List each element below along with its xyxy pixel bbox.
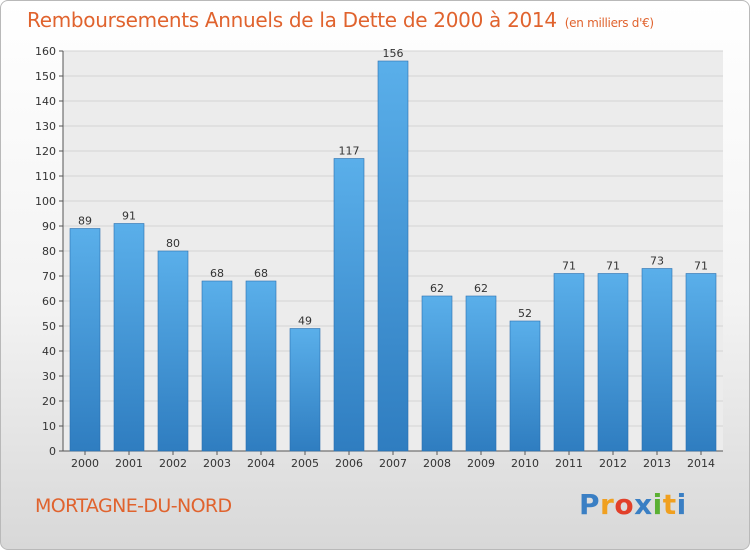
y-tick-label: 160 (35, 45, 56, 58)
bar (201, 280, 233, 452)
bar (377, 60, 409, 452)
y-tick-label: 120 (35, 145, 56, 158)
data-label: 68 (210, 267, 224, 280)
bar (421, 295, 453, 452)
logo-letter: i (652, 488, 663, 521)
y-tick-label: 10 (42, 420, 56, 433)
logo-letter: x (634, 488, 653, 521)
bar (597, 273, 629, 452)
y-tick-label: 110 (35, 170, 56, 183)
data-label: 62 (474, 282, 488, 295)
bar (157, 250, 189, 452)
chart-title: Remboursements Annuels de la Dette de 20… (27, 8, 654, 32)
data-label: 62 (430, 282, 444, 295)
data-label: 52 (518, 307, 532, 320)
logo-letter: i (676, 488, 687, 521)
data-label: 71 (694, 260, 708, 273)
chart-title-text: Remboursements Annuels de la Dette de 20… (27, 8, 557, 32)
x-tick-label: 2002 (159, 457, 187, 470)
data-label: 80 (166, 237, 180, 250)
x-tick-label: 2001 (115, 457, 143, 470)
bar (553, 273, 585, 452)
y-tick-label: 70 (42, 270, 56, 283)
bar (641, 268, 673, 452)
y-tick-label: 140 (35, 95, 56, 108)
bar (113, 223, 145, 452)
data-label: 71 (562, 260, 576, 273)
logo-letter: r (600, 488, 615, 521)
data-label: 71 (606, 260, 620, 273)
x-tick-label: 2012 (599, 457, 627, 470)
y-tick-label: 20 (42, 395, 56, 408)
y-tick-label: 40 (42, 345, 56, 358)
y-tick-label: 90 (42, 220, 56, 233)
bar (509, 320, 541, 452)
y-tick-label: 150 (35, 70, 56, 83)
chart-subtitle: (en milliers d'€) (564, 16, 654, 30)
logo-letter: o (614, 488, 635, 521)
y-tick-label: 80 (42, 245, 56, 258)
bar (289, 328, 321, 452)
x-tick-label: 2011 (555, 457, 583, 470)
x-tick-label: 2000 (71, 457, 99, 470)
x-tick-label: 2013 (643, 457, 671, 470)
x-tick-label: 2005 (291, 457, 319, 470)
x-tick-label: 2007 (379, 457, 407, 470)
y-tick-label: 30 (42, 370, 56, 383)
bar (245, 280, 277, 452)
data-label: 89 (78, 215, 92, 228)
data-label: 73 (650, 255, 664, 268)
x-tick-label: 2009 (467, 457, 495, 470)
data-label: 49 (298, 315, 312, 328)
x-tick-label: 2008 (423, 457, 451, 470)
data-label: 68 (254, 267, 268, 280)
logo-letter: t (662, 488, 677, 521)
y-tick-label: 50 (42, 320, 56, 333)
y-tick-label: 60 (42, 295, 56, 308)
location-name: MORTAGNE-DU-NORD (35, 495, 232, 517)
x-tick-label: 2004 (247, 457, 275, 470)
y-tick-label: 0 (49, 445, 56, 458)
x-tick-label: 2010 (511, 457, 539, 470)
data-label: 156 (383, 47, 404, 60)
bar (333, 158, 365, 452)
logo-letter: P (579, 488, 601, 521)
proxiti-logo: Proxiti (579, 488, 687, 521)
x-tick-label: 2014 (687, 457, 715, 470)
bar (465, 295, 497, 452)
data-label: 117 (339, 145, 360, 158)
y-tick-label: 130 (35, 120, 56, 133)
y-tick-label: 100 (35, 195, 56, 208)
x-tick-label: 2003 (203, 457, 231, 470)
bar (69, 228, 101, 452)
data-label: 91 (122, 210, 136, 223)
x-tick-label: 2006 (335, 457, 363, 470)
bar (685, 273, 717, 452)
